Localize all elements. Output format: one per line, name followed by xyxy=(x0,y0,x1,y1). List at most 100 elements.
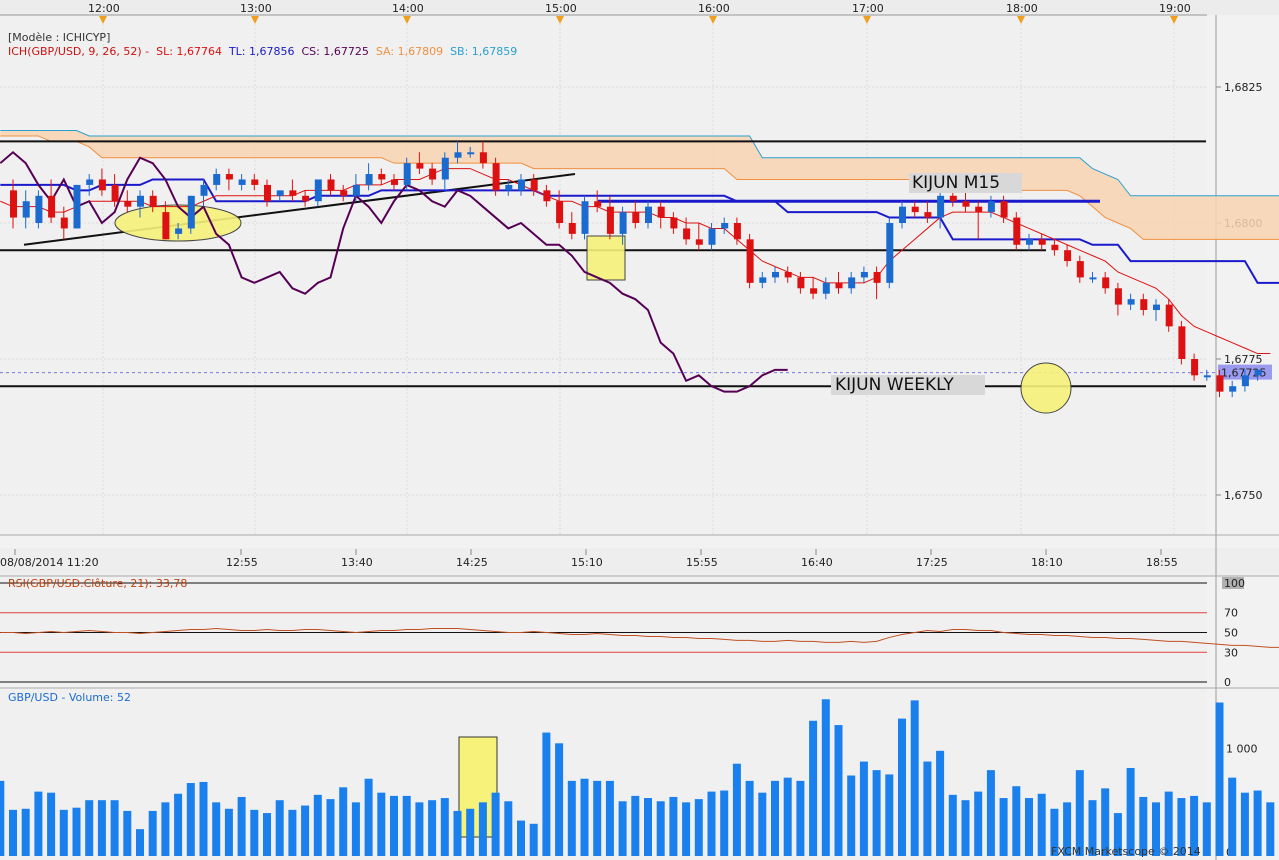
volume-bar xyxy=(974,791,983,856)
rsi-level-tag xyxy=(1222,676,1244,688)
trendline xyxy=(23,173,576,246)
candle-body xyxy=(505,184,513,191)
candle-body xyxy=(1254,369,1262,376)
volume-bar xyxy=(1063,802,1072,856)
candle-body xyxy=(1241,375,1249,387)
volume-bar xyxy=(339,787,348,856)
volume-bar xyxy=(504,801,513,856)
volume-bar xyxy=(1240,792,1249,856)
top-time-label: 12:00 xyxy=(88,2,120,15)
candle-body xyxy=(251,179,259,185)
candle-body xyxy=(670,217,678,229)
candle-body xyxy=(721,223,729,229)
sl-label: SL: 1,67764 xyxy=(156,45,222,58)
candle-body xyxy=(899,206,906,223)
time-marker-icon xyxy=(251,16,259,24)
candle-body xyxy=(1191,359,1199,376)
footer-credit: FXCM Marketscope © 2014 xyxy=(1051,845,1201,858)
current-price-label: 1,67725 xyxy=(1221,367,1267,380)
volume-bar xyxy=(580,778,589,856)
ich-label: ICH(GBP/USD, 9, 26, 52) - xyxy=(8,45,150,58)
candle-body xyxy=(949,195,957,202)
volume-bar xyxy=(34,791,43,856)
candle-body xyxy=(645,206,652,223)
rsi-level-label: 30 xyxy=(1224,646,1238,659)
candle-body xyxy=(657,206,665,218)
time-marker-icon xyxy=(556,16,564,24)
candle-body xyxy=(1000,201,1008,218)
volume-bar xyxy=(224,808,233,856)
candle-body xyxy=(1026,239,1033,245)
candle-body xyxy=(632,212,640,223)
candle-body xyxy=(1114,288,1122,305)
volume-bar xyxy=(275,800,284,856)
top-time-label: 15:00 xyxy=(545,2,577,15)
volume-bar xyxy=(377,792,386,856)
cs-label: CS: 1,67725 xyxy=(301,45,369,58)
candle-body xyxy=(683,228,691,240)
volume-bar xyxy=(313,794,322,856)
candle-body xyxy=(416,163,424,169)
volume-bar xyxy=(478,802,487,856)
candle-body xyxy=(467,152,475,155)
bottom-time-label: 12:55 xyxy=(226,556,258,569)
candle-body xyxy=(619,212,627,234)
price-tick-label: 1,6775 xyxy=(1224,353,1263,366)
time-marker-icon xyxy=(403,16,411,24)
candle-body xyxy=(556,201,564,223)
volume-bar xyxy=(199,781,208,856)
volume-bar xyxy=(1025,798,1033,856)
volume-bar xyxy=(301,805,310,856)
sa-label: SA: 1,67809 xyxy=(375,45,444,58)
candle-body xyxy=(759,277,767,283)
volume-bar xyxy=(1101,788,1110,856)
kijun-line xyxy=(0,178,1279,284)
volume-bar xyxy=(72,807,81,856)
volume-bar xyxy=(948,794,957,856)
kijun-m15-label: KIJUN M15 xyxy=(909,173,1022,193)
volume-bar xyxy=(415,802,424,856)
volume-bar xyxy=(771,780,779,856)
bottom-time-label: 14:25 xyxy=(456,556,488,569)
volume-bar xyxy=(0,780,5,856)
candle-body xyxy=(429,168,437,180)
volume-bar xyxy=(720,790,729,856)
candle-body xyxy=(327,179,335,191)
ichimoku-legend: ICH(GBP/USD, 9, 26, 52) - SL: 1,67764 TL… xyxy=(8,45,517,58)
rsi-level-label: 70 xyxy=(1224,607,1238,620)
rsi-level-label: 0 xyxy=(1224,676,1231,689)
bottom-axis-bar xyxy=(0,548,1279,576)
volume-bar xyxy=(351,802,360,856)
candle-body xyxy=(314,179,322,202)
bottom-time-label: 08/08/2014 11:20 xyxy=(0,556,99,569)
volume-bar xyxy=(250,809,259,856)
candle-body xyxy=(302,195,310,202)
candle-body xyxy=(162,212,170,240)
volume-bar xyxy=(326,799,335,856)
candle-body xyxy=(137,195,144,207)
candle-body xyxy=(1051,244,1059,251)
volume-bar xyxy=(390,795,398,856)
top-axis-bar xyxy=(0,0,1279,15)
candle-body xyxy=(200,184,208,196)
volume-bar xyxy=(1202,802,1211,856)
candle-body xyxy=(1038,239,1046,245)
candle-body xyxy=(340,190,348,196)
volume-bar xyxy=(758,792,767,856)
volume-bar xyxy=(110,800,119,856)
volume-bar xyxy=(542,732,551,856)
rsi-level-tag xyxy=(1222,577,1244,589)
top-time-label: 19:00 xyxy=(1159,2,1191,15)
volume-bar xyxy=(1164,791,1173,856)
volume-bar xyxy=(364,778,373,856)
top-time-label: 13:00 xyxy=(240,2,272,15)
candle-body xyxy=(187,195,195,229)
candle-body xyxy=(149,195,157,207)
volume-title: GBP/USD - Volume: 52 xyxy=(8,691,131,704)
volume-bar xyxy=(1088,800,1097,856)
rsi-title: RSI(GBP/USD.Clôture, 21): 33,78 xyxy=(8,577,188,590)
bottom-time-label: 13:40 xyxy=(341,556,373,569)
chikou-line xyxy=(0,150,788,393)
candle-body xyxy=(708,228,716,245)
